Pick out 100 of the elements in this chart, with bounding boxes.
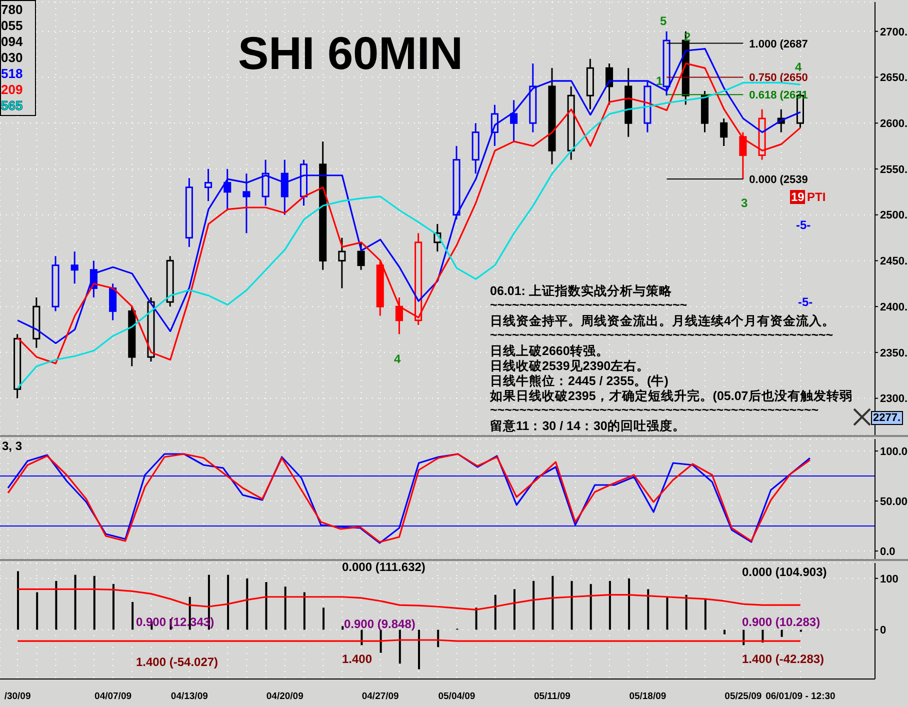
bar [647, 589, 650, 630]
y-tick-label: 2300. [880, 393, 908, 406]
annotation: 209 [1, 82, 23, 97]
x-tick-label: 04/13/09 [170, 691, 208, 702]
annotation: 3 [741, 196, 748, 210]
bar [513, 589, 516, 630]
annotation: 4 [394, 352, 401, 366]
candlestick [280, 159, 288, 216]
annotation: 518 [1, 66, 23, 81]
y-tick-label: 100.0 [880, 446, 908, 458]
candlestick [395, 296, 403, 335]
annotation: 1 [656, 74, 663, 88]
annotation: 565 [1, 98, 23, 113]
bar [724, 630, 726, 634]
annotation: 日线上破2660转强。 [490, 343, 609, 360]
candlestick [510, 99, 518, 142]
annotation: 5 [660, 14, 667, 28]
bar [93, 576, 96, 630]
candlestick [720, 118, 728, 147]
bar [552, 576, 554, 630]
bar [570, 580, 573, 630]
bar [303, 592, 306, 630]
candlestick [70, 250, 78, 284]
annotation: 780 [1, 2, 23, 17]
annotation: 0.000 (111.632) [342, 560, 426, 574]
annotation: -5- [796, 218, 811, 232]
bar [666, 596, 668, 630]
x-tick-label: /30/09 [4, 691, 31, 702]
bar [284, 586, 286, 630]
candlestick [204, 168, 212, 202]
bar [494, 594, 496, 630]
candlestick [739, 132, 747, 180]
annotation: 日线收破2539见2390左右。 [490, 358, 650, 374]
ref-line-label: 0.750 (2650 [749, 72, 808, 84]
bar [704, 599, 706, 630]
bar [112, 584, 114, 630]
annotation: -5- [798, 295, 813, 309]
annotation: 留意11：30 / 14：30的回吐强度。 [490, 418, 686, 435]
annotation: 030 [1, 50, 23, 65]
line-series [16, 588, 802, 611]
x-tick-label: 04/20/09 [266, 691, 304, 702]
ref-line-label: 1.000 (2687 [749, 38, 808, 50]
bar [55, 580, 58, 630]
x-tick-label: 05/25/09 [724, 691, 762, 702]
x-tick-label: 04/07/09 [94, 691, 132, 702]
annotation: PTI [807, 190, 826, 204]
bar [132, 602, 134, 630]
annotation: 4 [795, 60, 802, 74]
y-tick-label: 2500. [880, 210, 908, 222]
annotation: 如果日线收破2395，才确定短线升完。(05.07后也没有触发转弱 [490, 388, 852, 405]
x-tick-label: 04/27/09 [362, 691, 399, 702]
annotation: 1.400 [342, 652, 372, 666]
candlestick [224, 168, 232, 211]
y-tick-label: 2600. [880, 118, 908, 130]
y-tick-label: 50.00 [880, 496, 908, 508]
bar [418, 630, 420, 670]
y-tick-label: 2700. [880, 26, 908, 38]
annotation: 0.900 (9.848) [344, 617, 416, 631]
text: 2277. [871, 411, 903, 425]
annotation: 0.000 (104.903) [742, 565, 827, 579]
candlestick [357, 242, 365, 271]
candlestick [338, 237, 346, 289]
bar [380, 630, 382, 653]
annotation: 06.01: 上证指数实战分析与策略 [490, 283, 672, 300]
x-tick-label: 05/04/09 [438, 691, 476, 702]
y-tick-label: 0 [880, 624, 886, 637]
annotation: ~~~~~~~~~~~~~~~~~~~~~~~~~~~~~~~~~~~~~~~~~~~~~ [490, 403, 818, 417]
annotation: 19 [790, 190, 806, 204]
bar [265, 582, 268, 630]
x-tick-label: 06/01/09 - 12:30 [766, 691, 836, 702]
bar [628, 578, 630, 630]
y-tick-label: 2550. [880, 164, 908, 176]
y-tick-label: 2450. [880, 256, 908, 268]
y-tick-label: 2650. [880, 72, 908, 84]
annotation: 1.400 (-42.283) [742, 652, 824, 666]
annotation: ~~~~~~~~~~~~~~~~~~~~~~~~~~~ [490, 298, 688, 312]
bar [475, 608, 478, 630]
annotation: 日线资金持平。周线资金流出。月线连续4个月有资金流入。 [490, 313, 835, 330]
annotation: 0.900 (10.283) [742, 615, 820, 629]
annotation: 1.400 (-54.027) [136, 655, 218, 669]
y-tick-label: 2350. [880, 347, 908, 360]
bar [342, 626, 344, 630]
y-tick-label: 0.0 [880, 546, 896, 558]
bar [398, 630, 401, 664]
bar [608, 580, 611, 630]
y-tick-label: 100 [880, 573, 898, 586]
y-tick-label: 2400. [880, 301, 908, 314]
ref-line-label: 0.000 (2539 [749, 174, 808, 186]
annotation: 3, 3 [2, 439, 22, 453]
bar [36, 592, 38, 630]
bar [685, 594, 688, 630]
annotation: 055 [1, 18, 23, 33]
bar [590, 584, 592, 630]
x-tick-label: 05/18/09 [629, 691, 666, 702]
bar [322, 608, 325, 630]
bar [246, 578, 248, 630]
annotation: 094 [1, 34, 23, 49]
annotation: 日线牛熊位：2445 / 2355。(牛) [490, 373, 668, 389]
candlestick [109, 282, 117, 322]
bar [780, 630, 783, 637]
